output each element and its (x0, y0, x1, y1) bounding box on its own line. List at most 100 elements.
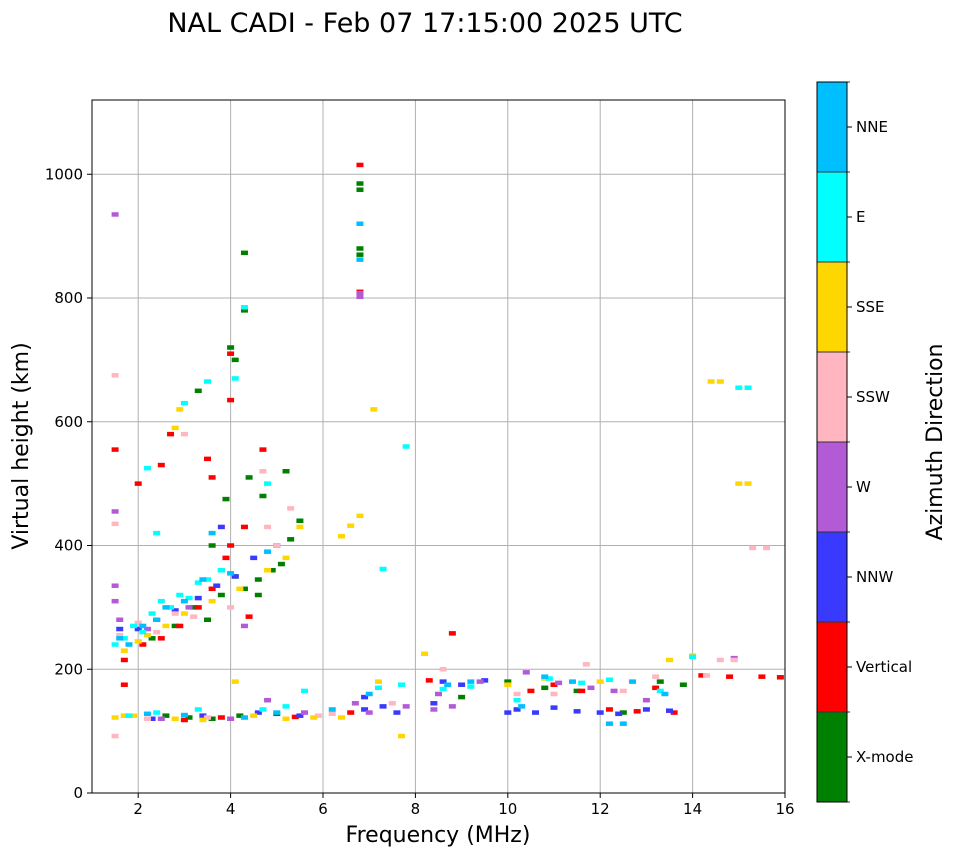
data-point (208, 475, 216, 480)
data-point (153, 530, 161, 536)
data-point (388, 701, 396, 706)
data-point (661, 691, 669, 697)
colorbar-frame (816, 81, 848, 803)
data-point (111, 212, 119, 217)
data-point (337, 533, 345, 539)
data-point (605, 721, 613, 726)
x-tick-label: 2 (133, 800, 143, 818)
data-point (204, 617, 211, 622)
data-point (730, 657, 738, 663)
data-point (134, 639, 142, 644)
data-point (370, 407, 378, 412)
y-tick-label: 800 (54, 289, 83, 307)
data-point (287, 506, 295, 511)
data-point (268, 568, 276, 573)
data-point (134, 626, 142, 632)
data-point (171, 425, 179, 431)
data-point (402, 444, 410, 449)
data-point (282, 704, 290, 709)
data-point (666, 708, 673, 713)
data-point (361, 694, 369, 700)
data-point (227, 397, 235, 403)
data-point (153, 710, 161, 715)
data-point (204, 715, 211, 720)
data-point (148, 716, 156, 721)
data-point (167, 605, 175, 610)
data-point (176, 407, 184, 412)
colorbar-segment (817, 262, 847, 352)
data-point (573, 709, 581, 714)
data-point (398, 733, 406, 739)
data-point (240, 715, 248, 720)
data-point (356, 181, 364, 186)
data-point (217, 524, 225, 530)
colorbar-segment (817, 532, 847, 622)
data-point (744, 385, 752, 390)
data-point (231, 679, 239, 684)
x-tick-label: 8 (411, 800, 421, 818)
data-point (356, 294, 364, 300)
data-point (615, 711, 623, 717)
data-point (240, 305, 248, 310)
data-point (157, 636, 165, 641)
data-point (254, 710, 262, 715)
data-point (194, 707, 202, 712)
data-point (180, 431, 188, 437)
data-point (148, 636, 156, 641)
data-point (204, 577, 211, 582)
colorbar-category-label: W (856, 478, 871, 496)
data-point (240, 308, 248, 313)
data-point (259, 469, 267, 474)
data-point (111, 598, 119, 604)
data-point (578, 680, 586, 686)
data-point (217, 568, 225, 573)
data-point (550, 705, 558, 710)
data-point (439, 667, 447, 672)
data-point (430, 701, 438, 706)
y-tick-label: 1000 (45, 165, 83, 183)
data-point (222, 555, 230, 561)
data-point (430, 707, 438, 712)
data-point (301, 688, 309, 694)
data-point (240, 250, 248, 256)
data-point (328, 711, 336, 717)
data-point (735, 385, 743, 390)
data-point (393, 710, 401, 715)
data-point (619, 721, 627, 726)
axis-ticks: 2 4 6 8 10 12 14 16 0 200 400 600 800 1000 (45, 165, 795, 818)
data-point (402, 704, 410, 709)
data-point (116, 626, 124, 632)
data-point (236, 713, 244, 718)
data-point (763, 545, 771, 551)
data-point (111, 733, 119, 739)
y-tick-label: 400 (54, 537, 83, 555)
data-point (296, 713, 304, 718)
data-point (656, 679, 664, 684)
data-point (240, 586, 248, 592)
data-point (111, 373, 119, 378)
colorbar-segment (817, 712, 847, 802)
data-point (227, 571, 235, 576)
data-point (130, 623, 138, 629)
data-point (698, 673, 706, 678)
data-point (310, 715, 318, 720)
data-point (116, 617, 124, 622)
data-point (744, 481, 752, 486)
data-point (227, 543, 235, 548)
data-point (264, 568, 272, 573)
data-point (240, 623, 248, 629)
x-tick-label: 6 (318, 800, 328, 818)
data-point (578, 688, 586, 694)
data-point (167, 431, 175, 437)
data-point (421, 651, 429, 657)
data-point (217, 715, 225, 720)
data-point (190, 614, 198, 619)
data-point (227, 345, 235, 350)
x-tick-label: 16 (775, 800, 794, 818)
data-point (111, 447, 119, 452)
data-point (190, 605, 198, 610)
data-point (185, 605, 193, 610)
data-point (398, 682, 406, 687)
data-point (134, 481, 142, 486)
data-point (670, 710, 678, 715)
